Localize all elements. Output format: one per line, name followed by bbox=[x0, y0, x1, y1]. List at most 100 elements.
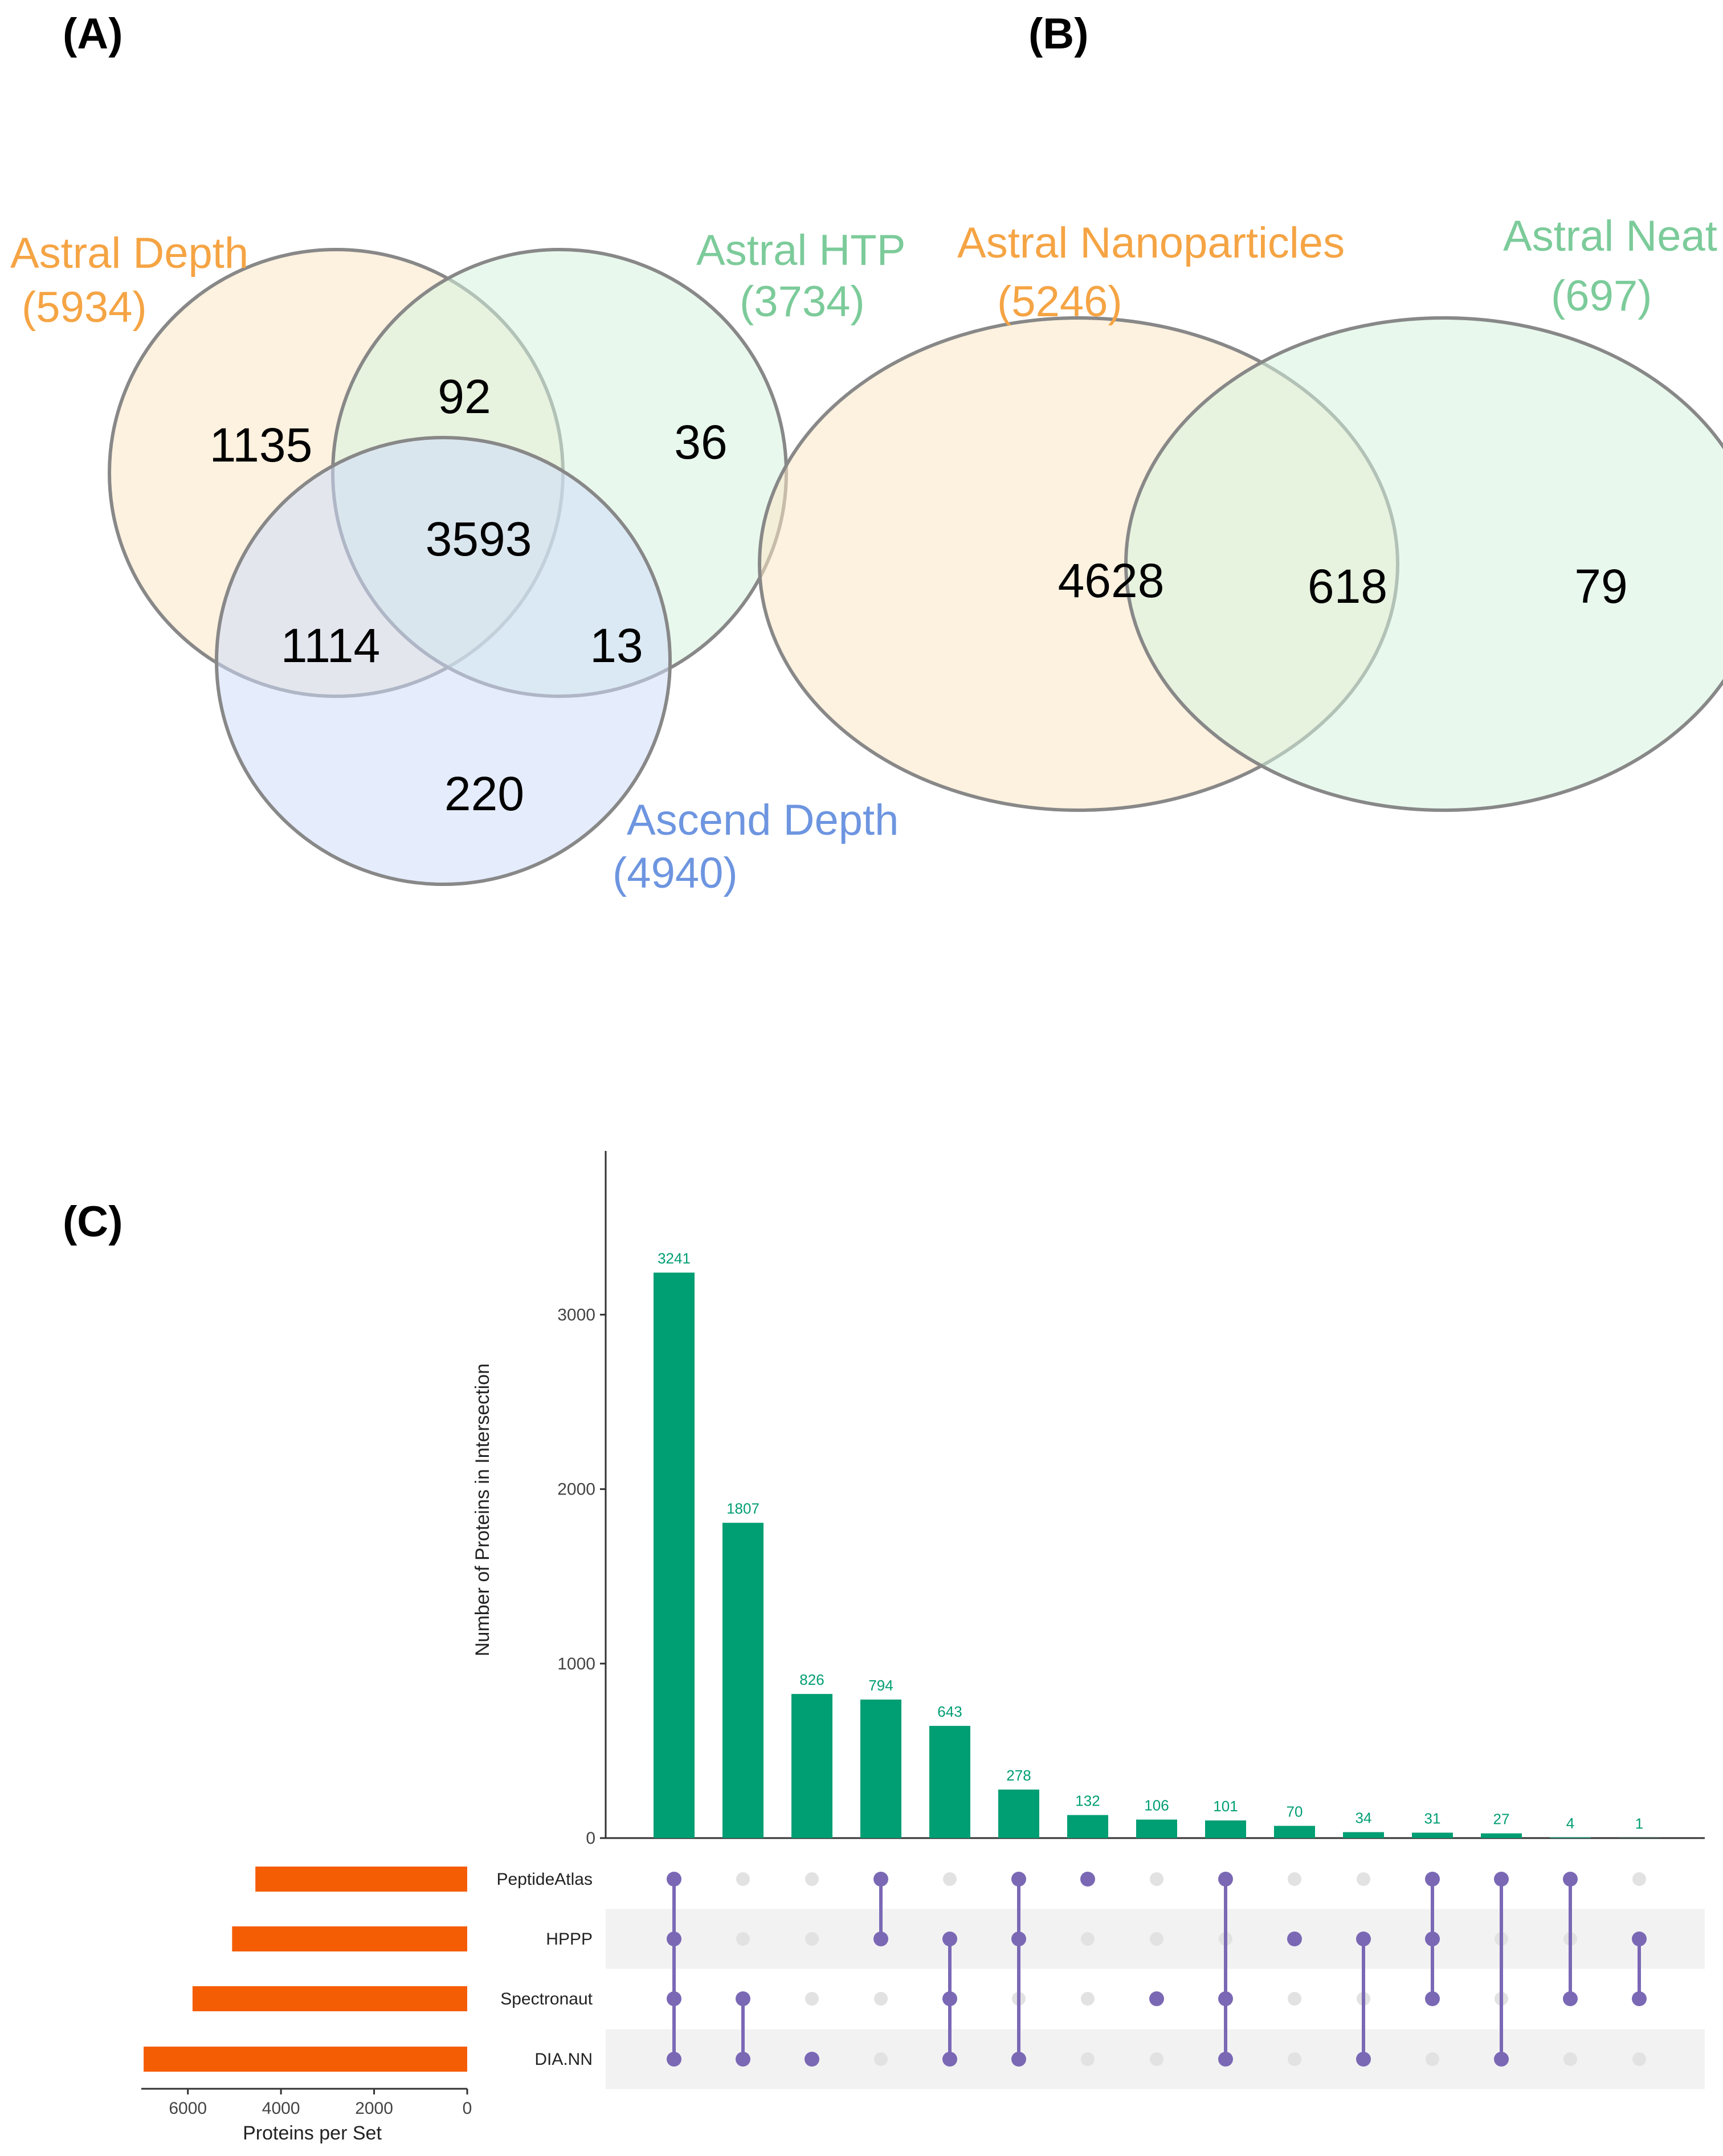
intersection-bar-label: 70 bbox=[1287, 1803, 1303, 1820]
set-name-label: Spectronaut bbox=[500, 1990, 593, 2008]
y-axis-title: Number of Proteins in Intersection bbox=[472, 1363, 493, 1656]
venn-a-count-astral-htp: (3734) bbox=[740, 277, 865, 326]
venn-a-label-astral-depth: Astral Depth bbox=[10, 229, 248, 277]
y-tick-label: 3000 bbox=[557, 1305, 595, 1324]
venn-a-circle-ascend-depth bbox=[215, 436, 672, 886]
matrix-dot-empty bbox=[1288, 2052, 1301, 2066]
venn-a-depth-ascend: 1114 bbox=[281, 619, 380, 672]
matrix-dot-filled bbox=[942, 1991, 957, 2006]
intersection-bar bbox=[860, 1699, 901, 1838]
intersection-bar-label: 278 bbox=[1006, 1767, 1031, 1784]
panel-label-b: (B) bbox=[1028, 10, 1089, 58]
matrix-dot-filled bbox=[1563, 1872, 1578, 1886]
matrix-dot-filled bbox=[1218, 2052, 1233, 2067]
intersection-bar bbox=[1412, 1832, 1453, 1838]
venn-b-label-astral-nanoparticles: Astral Nanoparticles bbox=[957, 219, 1345, 267]
matrix-dot-filled bbox=[1632, 1991, 1647, 2006]
matrix-dot-empty bbox=[1288, 1992, 1301, 2006]
matrix-dot-empty bbox=[1081, 2052, 1095, 2066]
matrix-dot-filled bbox=[667, 1991, 681, 2006]
intersection-bar bbox=[1481, 1833, 1522, 1838]
intersection-bar bbox=[1136, 1819, 1177, 1838]
intersection-bar-label: 132 bbox=[1075, 1792, 1100, 1810]
venn-a-count-astral-depth: (5934) bbox=[22, 283, 147, 332]
intersection-bar-label: 101 bbox=[1213, 1798, 1238, 1815]
venn-a-all-three: 3593 bbox=[426, 512, 532, 566]
matrix-dot-filled bbox=[667, 1872, 681, 1886]
matrix-dot-empty bbox=[1563, 2052, 1577, 2066]
intersection-bar bbox=[791, 1694, 832, 1838]
intersection-bar bbox=[654, 1272, 695, 1838]
matrix-dot-empty bbox=[1081, 1932, 1095, 1946]
intersection-bar-label: 1 bbox=[1635, 1815, 1643, 1832]
matrix-dot-filled bbox=[1149, 1991, 1164, 2006]
matrix-dot-filled bbox=[942, 1932, 957, 1946]
venn-a-htp-ascend: 13 bbox=[590, 619, 643, 672]
matrix-dot-empty bbox=[1150, 1872, 1163, 1886]
matrix-dot-filled bbox=[1425, 1872, 1440, 1886]
venn-a-depth-only: 1135 bbox=[210, 418, 313, 472]
matrix-dot-filled bbox=[667, 1932, 681, 1946]
set-size-tick-label: 6000 bbox=[169, 2099, 207, 2118]
matrix-dot-filled bbox=[805, 2052, 819, 2067]
matrix-dot-filled bbox=[1011, 1932, 1026, 1946]
upset-plot: Number of Proteins in Intersection Prote… bbox=[141, 1151, 1705, 2144]
intersection-bar-label: 34 bbox=[1355, 1810, 1372, 1827]
intersection-bar-label: 3241 bbox=[658, 1250, 691, 1267]
matrix-dot-filled bbox=[1494, 1872, 1509, 1886]
matrix-dot-empty bbox=[1081, 1992, 1095, 2006]
venn-a-count-ascend-depth: (4940) bbox=[613, 849, 738, 897]
panel-label-c: (C) bbox=[63, 1198, 123, 1246]
matrix-dot-empty bbox=[874, 2052, 888, 2066]
venn-a-label-ascend-depth: Ascend Depth bbox=[627, 796, 899, 844]
intersection-bar bbox=[1205, 1820, 1246, 1838]
matrix-dot-empty bbox=[1150, 2052, 1163, 2066]
intersection-bar-label: 31 bbox=[1424, 1810, 1441, 1827]
matrix-dot-filled bbox=[736, 1991, 750, 2006]
matrix-dot-filled bbox=[1356, 1932, 1371, 1946]
matrix-dot-filled bbox=[1218, 1872, 1233, 1886]
matrix-dot-filled bbox=[1425, 1991, 1440, 2006]
venn-b-count-astral-neat: (697) bbox=[1551, 272, 1652, 320]
intersection-bar bbox=[1343, 1832, 1384, 1838]
matrix-dot-filled bbox=[1356, 2052, 1371, 2067]
matrix-dot-filled bbox=[1218, 1991, 1233, 2006]
set-size-bar bbox=[232, 1926, 467, 1951]
intersection-bar-label: 4 bbox=[1566, 1815, 1574, 1832]
intersection-bar-label: 106 bbox=[1144, 1797, 1169, 1814]
matrix-dot-empty bbox=[1357, 1872, 1370, 1886]
set-size-bar bbox=[192, 1986, 467, 2011]
matrix-dot-empty bbox=[736, 1932, 750, 1946]
matrix-dot-empty bbox=[1632, 1872, 1646, 1886]
set-size-axis-title: Proteins per Set bbox=[243, 2122, 382, 2144]
matrix-dot-filled bbox=[667, 2052, 681, 2067]
intersection-bar-label: 27 bbox=[1493, 1811, 1510, 1828]
matrix-dot-filled bbox=[1287, 1932, 1302, 1946]
panel-label-a: (A) bbox=[63, 10, 123, 58]
set-size-tick-label: 2000 bbox=[355, 2099, 393, 2118]
venn-a-depth-htp: 92 bbox=[438, 370, 491, 423]
matrix-dot-filled bbox=[873, 1932, 888, 1946]
set-size-bar bbox=[144, 2047, 468, 2072]
venn-b-both: 618 bbox=[1308, 560, 1387, 613]
set-name-label: DIA.NN bbox=[534, 2050, 593, 2069]
matrix-dot-filled bbox=[1494, 2052, 1509, 2067]
matrix-dot-empty bbox=[943, 1872, 957, 1886]
intersection-bar bbox=[722, 1522, 763, 1838]
matrix-dot-empty bbox=[805, 1872, 819, 1886]
venn-a-ascend-only: 220 bbox=[444, 767, 524, 820]
intersection-bar bbox=[929, 1726, 970, 1838]
matrix-dot-empty bbox=[1288, 1872, 1301, 1886]
intersection-bar bbox=[998, 1789, 1039, 1838]
matrix-dot-empty bbox=[805, 1932, 819, 1946]
set-size-tick-label: 0 bbox=[463, 2099, 472, 2118]
venn-b-count-astral-nanoparticles: (5246) bbox=[997, 277, 1122, 326]
matrix-dot-filled bbox=[1080, 1872, 1095, 1886]
matrix-dot-empty bbox=[1426, 2052, 1439, 2066]
venn-b-label-astral-neat: Astral Neat bbox=[1503, 212, 1717, 260]
intersection-bar bbox=[1067, 1815, 1108, 1838]
set-name-label: PeptideAtlas bbox=[497, 1870, 593, 1889]
y-tick-label: 0 bbox=[586, 1829, 595, 1848]
venn-b: 4628 618 79 Astral Nanoparticles (5246) … bbox=[758, 212, 1723, 812]
